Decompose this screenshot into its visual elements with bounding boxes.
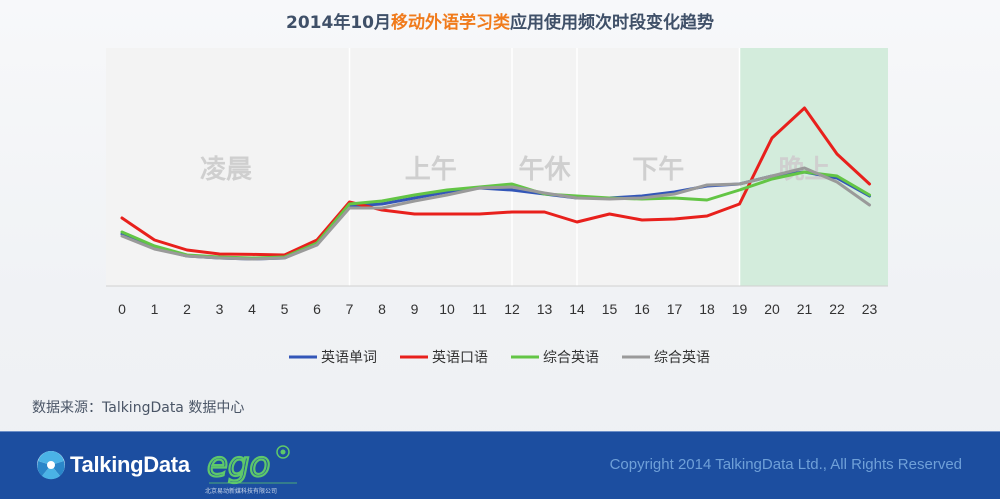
talkingdata-logo-icon	[37, 451, 65, 480]
x-tick-label: 22	[829, 301, 845, 317]
x-tick-label: 15	[602, 301, 618, 317]
series-line	[120, 106, 871, 257]
brand-name: TalkingData	[70, 452, 190, 477]
legend-label: 英语口语	[432, 349, 488, 366]
copyright-text: Copyright 2014 TalkingData Ltd., All Rig…	[609, 456, 962, 473]
title-highlight: 移动外语学习类	[390, 13, 510, 33]
x-tick-label: 19	[732, 301, 748, 317]
x-tick-label: 6	[313, 301, 321, 317]
x-tick-label: 17	[667, 301, 683, 317]
ego-logo-icon: ego	[206, 444, 297, 486]
x-tick-label: 3	[216, 301, 224, 317]
title-prefix: 2014年10月	[286, 13, 391, 33]
period-label: 上午	[405, 154, 457, 185]
series-line	[120, 166, 871, 261]
ego-subtitle: 北京易动新媒科技有限公司	[205, 488, 278, 495]
x-tick-label: 2	[183, 301, 191, 317]
legend-label: 英语单词	[321, 349, 377, 366]
legend-label: 综合英语	[543, 349, 599, 366]
chart-title: 2014年10月移动外语学习类应用使用频次时段变化趋势	[0, 8, 1000, 33]
period-label: 下午	[632, 154, 684, 185]
x-tick-label: 8	[378, 301, 386, 317]
title-suffix: 应用使用频次时段变化趋势	[509, 13, 714, 33]
x-tick-label: 14	[569, 301, 585, 317]
legend-label: 综合英语	[654, 349, 710, 366]
period-band-highlight	[739, 48, 888, 286]
x-tick-label: 21	[797, 301, 813, 317]
trend-chart: 凌晨 上午 午休 下午 晚上0 1 2 3 4 5 6 7 8 9 10 11 12 13 14 15 16 17 18 19…	[106, 48, 888, 366]
x-tick-label: 10	[439, 301, 455, 317]
x-tick-label: 20	[764, 301, 780, 317]
period-label: 午休	[518, 154, 571, 185]
x-tick-label: 5	[281, 301, 289, 317]
data-source-note: 数据来源：TalkingData 数据中心	[32, 400, 245, 416]
footer-bar: TalkingData ego 北京易动新媒科技有限公司 Copyright 2…	[0, 431, 1000, 499]
x-tick-label: 13	[537, 301, 553, 317]
period-label: 凌晨	[200, 155, 253, 185]
x-tick-label: 23	[862, 301, 878, 317]
svg-text:ego: ego	[207, 445, 270, 485]
talkingdata-brand[interactable]: TalkingData	[36, 449, 190, 481]
x-tick-label: 4	[248, 301, 256, 317]
x-tick-label: 18	[699, 301, 715, 317]
x-tick-label: 9	[411, 301, 419, 317]
x-tick-label: 12	[504, 301, 520, 317]
x-tick-label: 16	[634, 301, 650, 317]
period-label: 晚上	[778, 155, 830, 185]
x-tick-label: 1	[151, 301, 159, 317]
x-tick-label: 7	[346, 301, 354, 317]
x-tick-label: 11	[472, 301, 487, 317]
x-tick-label: 0	[118, 301, 126, 317]
